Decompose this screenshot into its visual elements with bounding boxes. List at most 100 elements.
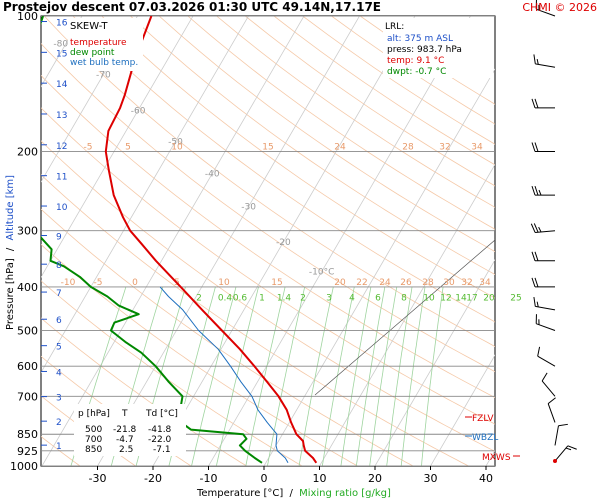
legend-box bbox=[68, 18, 143, 71]
theta-label: 30 bbox=[443, 278, 455, 288]
lrl-dwpt: dwpt: -0.7 °C bbox=[387, 67, 446, 77]
wind-barb bbox=[533, 54, 556, 68]
theta-label: 32 bbox=[439, 142, 450, 152]
altitude-tick-label: 2 bbox=[56, 418, 62, 428]
altitude-tick-label: 15 bbox=[56, 49, 67, 59]
wind-barb-flag bbox=[536, 58, 539, 65]
table-cell: -7.1 bbox=[153, 445, 171, 455]
xlabel-temp: Temperature [°C] bbox=[196, 488, 283, 499]
dry-adiabat-line bbox=[41, 140, 495, 452]
isotherm-line bbox=[430, 354, 495, 466]
wind-barb bbox=[535, 0, 556, 17]
wind-barb bbox=[531, 251, 555, 262]
dry-adiabat-line bbox=[101, 16, 495, 299]
theta-label: 15 bbox=[262, 142, 273, 152]
wind-barb-flag bbox=[534, 251, 539, 261]
wind-barb-flag bbox=[531, 142, 536, 152]
temperature-tick-label: 0 bbox=[261, 472, 268, 485]
dry-adiabat-line bbox=[158, 16, 495, 253]
mixing-ratio-line bbox=[369, 286, 398, 466]
surface-marker bbox=[553, 459, 557, 464]
pressure-tick-label: 300 bbox=[17, 225, 38, 238]
mixing-ratio-line bbox=[298, 286, 334, 466]
isotherm-label: -10°C bbox=[309, 268, 334, 278]
wind-barb-flag bbox=[537, 346, 541, 357]
isotherm-line bbox=[152, 16, 416, 466]
isotherm-line bbox=[41, 16, 305, 466]
xlabel-sep: / bbox=[290, 488, 294, 499]
fzlv-label: FZLV bbox=[472, 414, 494, 424]
theta-label: 28 bbox=[402, 142, 414, 152]
lrl-temp: temp: 9.1 °C bbox=[387, 56, 444, 66]
background-lines bbox=[41, 16, 495, 466]
wind-barb-flag bbox=[531, 251, 536, 261]
axes: 1002003004005006007008509251000123456789… bbox=[10, 10, 493, 485]
isotherm-line bbox=[41, 16, 138, 183]
plot-area bbox=[40, 15, 496, 467]
wind-barb-flag bbox=[533, 223, 539, 233]
mixing-ratio-line bbox=[215, 286, 259, 466]
wind-barb bbox=[541, 372, 556, 397]
x-axis-title: Temperature [°C] / Mixing ratio [g/kg] bbox=[196, 488, 391, 499]
wind-barb-flag bbox=[558, 423, 568, 427]
mixing-ratio-line bbox=[266, 286, 306, 466]
altitude-tick-label: 12 bbox=[56, 142, 67, 152]
theta-label: 26 bbox=[400, 278, 412, 288]
mixing-ratio-label: 10 bbox=[423, 293, 435, 303]
table-header-td: Td [°C] bbox=[145, 409, 178, 419]
wind-barb-staff bbox=[537, 355, 556, 367]
mixing-ratio-label: 2 bbox=[300, 293, 306, 303]
theta-label: 20 bbox=[334, 278, 346, 288]
altitude-tick-label: 3 bbox=[56, 394, 62, 404]
mixing-ratio-label: 1.4 bbox=[277, 293, 292, 303]
wind-barb bbox=[554, 423, 568, 446]
table-header-p: p [hPa] bbox=[78, 409, 110, 419]
mixing-ratio-line bbox=[400, 286, 426, 466]
wind-barb-flag bbox=[534, 185, 539, 196]
isotherm-line bbox=[41, 16, 249, 374]
theta-labels: -5 5 10 15 24 28 32 34-10 -5 0 5 10 15 20 22 24 26 28 30 32… bbox=[61, 142, 491, 287]
altitude-tick-label: 14 bbox=[56, 80, 68, 90]
mxws-label: MXWS bbox=[482, 453, 511, 463]
wind-barb bbox=[531, 185, 555, 196]
wind-barb-flag bbox=[533, 296, 536, 307]
table-cell: -4.7 bbox=[116, 435, 134, 445]
dry-adiabat-line bbox=[43, 16, 495, 347]
theta-label: 15 bbox=[271, 278, 282, 288]
chart-title: Prostejov descent 07.03.2026 01:30 UTC 4… bbox=[3, 0, 381, 14]
wind-barb-flag bbox=[534, 277, 539, 288]
pressure-tick-label: 500 bbox=[17, 325, 38, 338]
dry-adiabat-line bbox=[41, 280, 303, 466]
isotherm-line bbox=[485, 449, 495, 466]
mixing-ratio-label: 0.4 bbox=[218, 293, 233, 303]
theta-label: 10 bbox=[218, 278, 230, 288]
temperature-tick-label: 30 bbox=[424, 472, 438, 485]
mixing-ratio-label: 17 bbox=[466, 293, 477, 303]
wind-barb bbox=[531, 142, 555, 152]
temperature-tick-label: 40 bbox=[479, 472, 493, 485]
altitude-tick-label: 10 bbox=[56, 203, 68, 213]
temperature-tick-label: -10 bbox=[200, 472, 218, 485]
ylabel-pressure: Pressure [hPa] bbox=[5, 258, 16, 330]
wind-barb-flag bbox=[533, 54, 536, 64]
pressure-tick-label: 100 bbox=[17, 10, 38, 23]
y-axis-title: Pressure [hPa] / Altitude [km] bbox=[5, 175, 16, 330]
series-lines bbox=[41, 16, 318, 464]
table-cell: 2.5 bbox=[119, 445, 133, 455]
theta-label: -5 bbox=[84, 142, 93, 152]
isotherm-label: -20 bbox=[276, 238, 291, 248]
wind-barb-flag bbox=[547, 397, 556, 404]
series-line-wet-bulb-temp- bbox=[159, 286, 289, 464]
mixing-ratio-label: 4 bbox=[349, 293, 355, 303]
ylabel-sep: / bbox=[5, 247, 16, 251]
dry-adiabat-line bbox=[72, 16, 495, 323]
wind-barb-staff bbox=[547, 403, 556, 423]
isotherm-line bbox=[41, 16, 194, 278]
wind-barb-staff bbox=[535, 230, 556, 233]
mixing-ratio-line bbox=[386, 286, 413, 466]
isotherm-label: -30 bbox=[241, 202, 256, 212]
mixing-ratio-label: 1 bbox=[259, 293, 265, 303]
credit: CHMI © 2026 bbox=[522, 1, 597, 14]
theta-label: 32 bbox=[461, 278, 472, 288]
